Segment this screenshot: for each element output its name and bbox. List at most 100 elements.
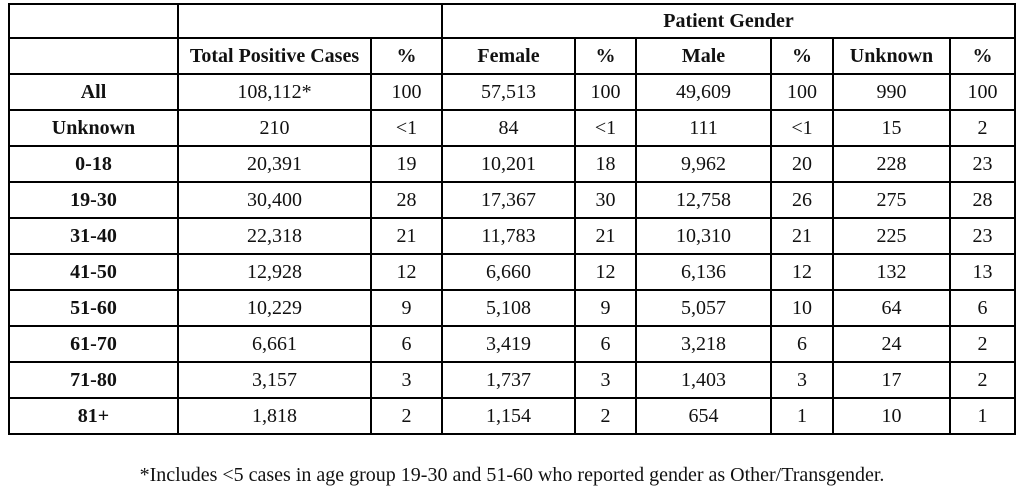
data-cell: 12 bbox=[370, 253, 443, 291]
data-cell: 28 bbox=[949, 181, 1016, 219]
col-header-unknown: Unknown bbox=[832, 37, 951, 75]
data-cell: 28 bbox=[370, 181, 443, 219]
data-cell: 9,962 bbox=[635, 145, 772, 183]
data-cell: 10 bbox=[770, 289, 834, 327]
data-cell: 18 bbox=[574, 145, 637, 183]
data-cell: 2 bbox=[370, 397, 443, 435]
row-label-header-empty-cell bbox=[8, 37, 179, 75]
data-cell: 2 bbox=[949, 325, 1016, 363]
data-cell: 275 bbox=[832, 181, 951, 219]
table-row: 0-18 20,391 19 10,201 18 9,962 20 228 23 bbox=[8, 145, 1016, 183]
data-cell: 10,229 bbox=[177, 289, 372, 327]
data-cell: 13 bbox=[949, 253, 1016, 291]
table-row: 61-70 6,661 6 3,419 6 3,218 6 24 2 bbox=[8, 325, 1016, 363]
data-cell: 64 bbox=[832, 289, 951, 327]
data-cell: 23 bbox=[949, 145, 1016, 183]
data-cell: 1,737 bbox=[441, 361, 576, 399]
data-cell: 654 bbox=[635, 397, 772, 435]
col-header-unknown-percent: % bbox=[949, 37, 1016, 75]
data-cell: 17 bbox=[832, 361, 951, 399]
patient-gender-group-header: Patient Gender bbox=[441, 3, 1016, 39]
data-cell: 3 bbox=[370, 361, 443, 399]
data-cell: 6,136 bbox=[635, 253, 772, 291]
row-label-age-group: 71-80 bbox=[8, 361, 179, 399]
row-label-age-group: 0-18 bbox=[8, 145, 179, 183]
data-cell: 2 bbox=[949, 361, 1016, 399]
data-cell: 210 bbox=[177, 109, 372, 147]
table-row: Unknown 210 <1 84 <1 111 <1 15 2 bbox=[8, 109, 1016, 147]
data-cell: 10,310 bbox=[635, 217, 772, 255]
data-cell: 3,157 bbox=[177, 361, 372, 399]
data-cell: 6,661 bbox=[177, 325, 372, 363]
row-label-age-group: Unknown bbox=[8, 109, 179, 147]
corner-empty-cell bbox=[8, 3, 179, 39]
data-cell: <1 bbox=[574, 109, 637, 147]
data-cell: 9 bbox=[370, 289, 443, 327]
data-cell: 11,783 bbox=[441, 217, 576, 255]
data-cell: 49,609 bbox=[635, 73, 772, 111]
data-cell: 26 bbox=[770, 181, 834, 219]
data-cell: 12 bbox=[770, 253, 834, 291]
data-cell: 2 bbox=[574, 397, 637, 435]
row-label-age-group: 51-60 bbox=[8, 289, 179, 327]
data-cell: 6 bbox=[949, 289, 1016, 327]
data-cell: 228 bbox=[832, 145, 951, 183]
table-footnote: *Includes <5 cases in age group 19-30 an… bbox=[139, 464, 885, 486]
data-cell: 30 bbox=[574, 181, 637, 219]
data-cell: 10 bbox=[832, 397, 951, 435]
table-row: 71-80 3,157 3 1,737 3 1,403 3 17 2 bbox=[8, 361, 1016, 399]
column-header-row: Total Positive Cases % Female % Male % U… bbox=[8, 37, 1016, 75]
data-cell: 12 bbox=[574, 253, 637, 291]
col-header-female: Female bbox=[441, 37, 576, 75]
table-row: All 108,112* 100 57,513 100 49,609 100 990 100 bbox=[8, 73, 1016, 111]
row-label-age-group: 41-50 bbox=[8, 253, 179, 291]
data-cell: 1 bbox=[770, 397, 834, 435]
data-cell: 990 bbox=[832, 73, 951, 111]
col-header-male: Male bbox=[635, 37, 772, 75]
table-row: 81+ 1,818 2 1,154 2 654 1 10 1 bbox=[8, 397, 1016, 435]
data-cell: 6,660 bbox=[441, 253, 576, 291]
data-cell: 17,367 bbox=[441, 181, 576, 219]
data-cell: 20 bbox=[770, 145, 834, 183]
data-cell: 19 bbox=[370, 145, 443, 183]
data-cell: 3,218 bbox=[635, 325, 772, 363]
col-header-total-positive-cases: Total Positive Cases bbox=[177, 37, 372, 75]
data-cell: 15 bbox=[832, 109, 951, 147]
data-cell: 57,513 bbox=[441, 73, 576, 111]
row-label-age-group: All bbox=[8, 73, 179, 111]
data-cell: 2 bbox=[949, 109, 1016, 147]
data-cell: 6 bbox=[574, 325, 637, 363]
row-label-age-group: 81+ bbox=[8, 397, 179, 435]
data-cell: 30,400 bbox=[177, 181, 372, 219]
data-cell: 84 bbox=[441, 109, 576, 147]
patient-gender-table: Patient Gender Total Positive Cases % Fe… bbox=[8, 3, 1016, 435]
data-cell: 20,391 bbox=[177, 145, 372, 183]
data-cell: 22,318 bbox=[177, 217, 372, 255]
data-cell: 1,154 bbox=[441, 397, 576, 435]
data-cell: 1,818 bbox=[177, 397, 372, 435]
table-body: All 108,112* 100 57,513 100 49,609 100 990 100 Un… bbox=[8, 73, 1016, 435]
data-cell: 5,057 bbox=[635, 289, 772, 327]
data-cell: <1 bbox=[370, 109, 443, 147]
data-cell: 3,419 bbox=[441, 325, 576, 363]
data-cell: 24 bbox=[832, 325, 951, 363]
data-cell: 100 bbox=[574, 73, 637, 111]
group-header-row: Patient Gender bbox=[8, 3, 1016, 39]
data-cell: 6 bbox=[770, 325, 834, 363]
data-cell: 100 bbox=[770, 73, 834, 111]
data-cell: 21 bbox=[770, 217, 834, 255]
data-cell: 23 bbox=[949, 217, 1016, 255]
data-cell: 6 bbox=[370, 325, 443, 363]
data-cell: 9 bbox=[574, 289, 637, 327]
table-row: 41-50 12,928 12 6,660 12 6,136 12 132 13 bbox=[8, 253, 1016, 291]
data-cell: <1 bbox=[770, 109, 834, 147]
data-cell: 1 bbox=[949, 397, 1016, 435]
data-cell: 3 bbox=[574, 361, 637, 399]
row-label-age-group: 61-70 bbox=[8, 325, 179, 363]
data-cell: 21 bbox=[574, 217, 637, 255]
row-label-age-group: 31-40 bbox=[8, 217, 179, 255]
data-cell: 5,108 bbox=[441, 289, 576, 327]
col-header-total-percent: % bbox=[370, 37, 443, 75]
data-cell: 132 bbox=[832, 253, 951, 291]
